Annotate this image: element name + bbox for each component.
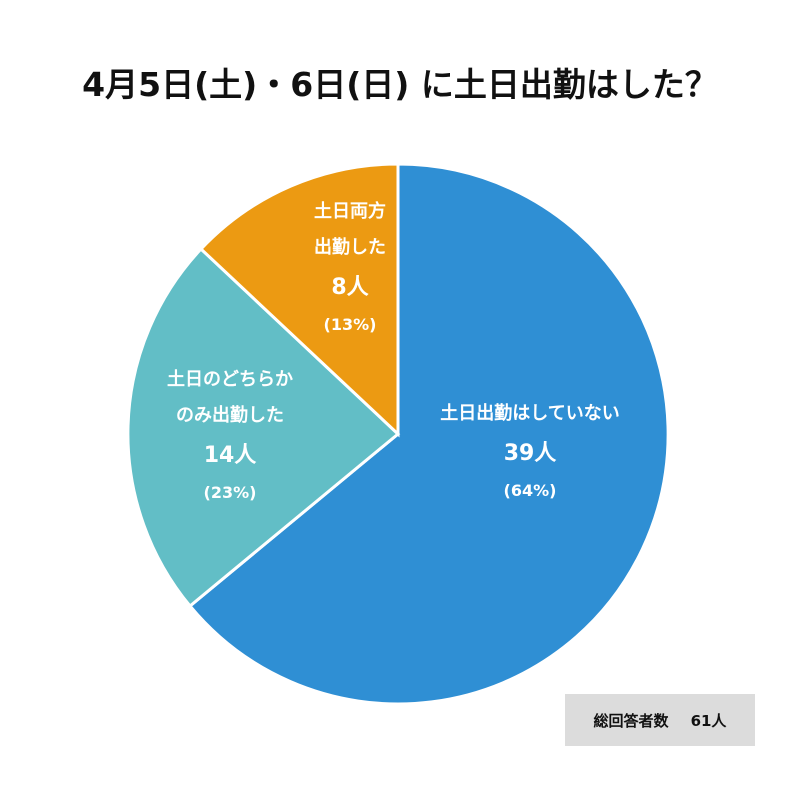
- chart-title: 4月5日(土)・6日(日) に土日出勤はした？: [82, 65, 718, 104]
- label-percent: (64%): [503, 481, 557, 500]
- total-label: 総回答者数: [593, 711, 669, 730]
- label-one-day: 土日のどちらか のみ出勤した 14人 (23%): [130, 362, 330, 508]
- label-line: 土日のどちらか: [167, 369, 293, 390]
- label-count: 8人: [331, 275, 369, 300]
- label-count: 14人: [203, 443, 257, 468]
- total-respondents-box: 総回答者数 61人: [565, 694, 755, 746]
- label-line: 土日両方: [314, 201, 386, 222]
- slice-one-day: [126, 246, 401, 609]
- slice-both-days: [198, 162, 400, 438]
- label-percent: (23%): [203, 483, 257, 502]
- label-line: のみ出勤した: [176, 405, 284, 426]
- label-line: 出勤した: [314, 237, 386, 258]
- label-percent: (13%): [323, 315, 377, 334]
- label-count: 39人: [503, 441, 557, 466]
- slice-not-worked: [187, 162, 670, 706]
- total-value: 61人: [690, 711, 727, 730]
- label-line: 土日出勤はしていない: [440, 403, 620, 424]
- label-not-worked: 土日出勤はしていない 39人 (64%): [420, 396, 640, 506]
- label-both-days: 土日両方 出勤した 8人 (13%): [270, 194, 430, 340]
